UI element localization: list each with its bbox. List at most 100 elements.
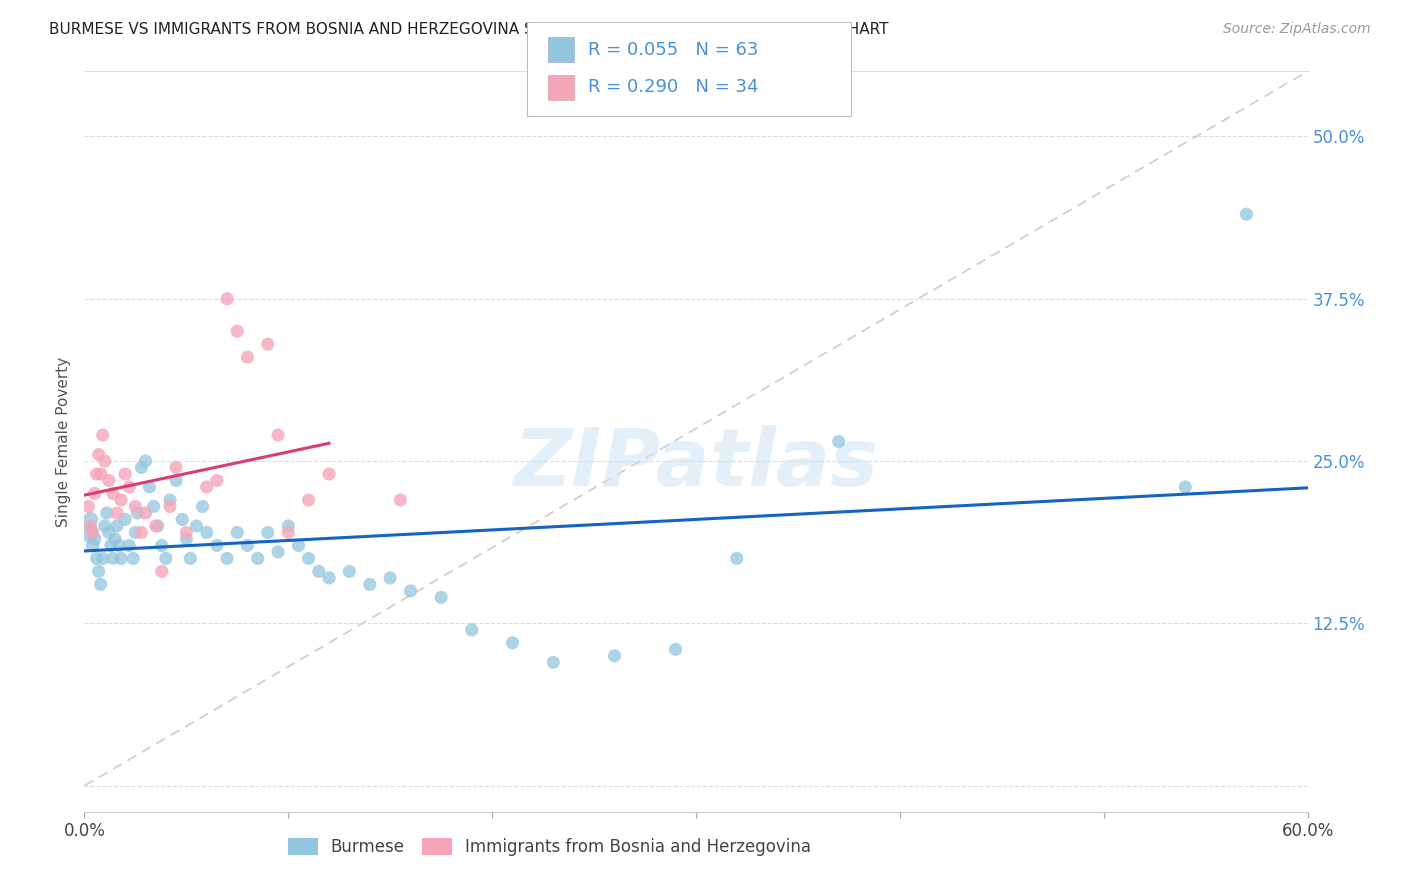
Point: [124, 500, 146, 514]
Point: [186, 519, 208, 533]
Point: [665, 642, 688, 657]
Point: [217, 551, 239, 566]
Point: [135, 454, 157, 468]
Point: [174, 532, 197, 546]
Point: [87, 565, 110, 579]
Point: [165, 474, 187, 488]
Point: [543, 656, 565, 670]
Point: [725, 551, 748, 566]
Point: [114, 467, 136, 481]
Point: [159, 493, 181, 508]
Point: [359, 577, 381, 591]
Point: [828, 434, 851, 449]
Point: [1174, 480, 1197, 494]
Point: [318, 467, 340, 481]
Text: Source: ZipAtlas.com: Source: ZipAtlas.com: [1223, 22, 1371, 37]
Point: [502, 636, 524, 650]
Point: [205, 474, 228, 488]
Point: [236, 538, 259, 552]
Point: [108, 538, 131, 552]
Point: [298, 493, 321, 508]
Point: [179, 551, 201, 566]
Point: [150, 538, 173, 552]
Point: [191, 500, 214, 514]
Point: [82, 538, 104, 552]
Point: [159, 500, 181, 514]
Point: [1236, 207, 1258, 221]
Point: [122, 551, 145, 566]
Text: R = 0.290   N = 34: R = 0.290 N = 34: [588, 78, 758, 96]
Point: [430, 591, 453, 605]
Point: [131, 525, 153, 540]
Point: [86, 467, 108, 481]
Point: [124, 525, 146, 540]
Point: [165, 460, 187, 475]
Point: [226, 324, 249, 338]
Point: [90, 577, 112, 591]
Point: [195, 525, 218, 540]
Point: [118, 480, 141, 494]
Point: [90, 467, 112, 481]
Point: [339, 565, 361, 579]
Point: [104, 532, 127, 546]
Point: [131, 460, 153, 475]
Point: [83, 486, 105, 500]
Point: [236, 350, 259, 364]
Point: [389, 493, 412, 508]
Point: [150, 565, 173, 579]
Point: [93, 519, 115, 533]
Point: [110, 493, 132, 508]
Text: ZIPatlas: ZIPatlas: [513, 425, 879, 503]
Text: BURMESE VS IMMIGRANTS FROM BOSNIA AND HERZEGOVINA SINGLE FEMALE POVERTY CORRELAT: BURMESE VS IMMIGRANTS FROM BOSNIA AND HE…: [49, 22, 889, 37]
Point: [217, 292, 239, 306]
Point: [97, 474, 120, 488]
Point: [118, 538, 141, 552]
Point: [79, 512, 101, 526]
Point: [93, 454, 115, 468]
Point: [257, 525, 280, 540]
Point: [101, 486, 124, 500]
Point: [318, 571, 340, 585]
Point: [101, 551, 124, 566]
Point: [114, 512, 136, 526]
Point: [267, 428, 290, 442]
Point: [127, 506, 149, 520]
Point: [100, 538, 122, 552]
Point: [138, 480, 160, 494]
Point: [83, 532, 105, 546]
Point: [257, 337, 280, 351]
Point: [298, 551, 321, 566]
Point: [172, 512, 194, 526]
Point: [77, 500, 100, 514]
Point: [91, 551, 114, 566]
Point: [603, 648, 626, 663]
Point: [96, 506, 118, 520]
Point: [308, 565, 330, 579]
Y-axis label: Single Female Poverty: Single Female Poverty: [56, 357, 72, 526]
Point: [97, 525, 120, 540]
Point: [174, 525, 197, 540]
Point: [146, 519, 169, 533]
Point: [277, 525, 299, 540]
Legend: Burmese, Immigrants from Bosnia and Herzegovina: Burmese, Immigrants from Bosnia and Herz…: [281, 831, 817, 863]
Point: [135, 506, 157, 520]
Point: [226, 525, 249, 540]
Point: [105, 506, 128, 520]
Point: [267, 545, 290, 559]
Point: [287, 538, 309, 552]
Point: [380, 571, 402, 585]
Text: R = 0.055   N = 63: R = 0.055 N = 63: [588, 41, 758, 59]
Point: [205, 538, 228, 552]
Point: [461, 623, 484, 637]
Point: [246, 551, 269, 566]
Point: [87, 448, 110, 462]
Point: [86, 551, 108, 566]
Point: [110, 551, 132, 566]
Point: [145, 519, 167, 533]
Point: [105, 519, 128, 533]
Point: [79, 519, 101, 533]
Point: [91, 428, 114, 442]
Point: [277, 519, 299, 533]
Point: [142, 500, 165, 514]
Point: [195, 480, 218, 494]
